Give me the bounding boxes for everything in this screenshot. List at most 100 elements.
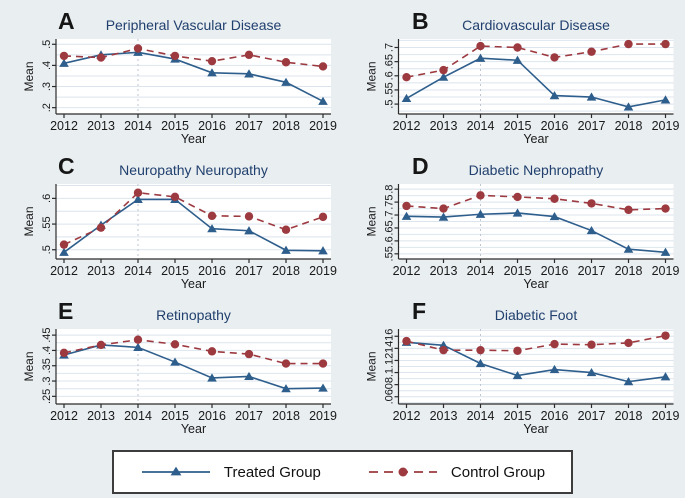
panel-letter-a: A	[58, 8, 76, 34]
svg-text:.45: .45	[41, 327, 53, 342]
svg-text:2014: 2014	[124, 119, 152, 133]
svg-text:2014: 2014	[124, 409, 152, 423]
svg-text:.7: .7	[384, 43, 396, 52]
svg-text:2018: 2018	[272, 409, 300, 423]
panel-title: Diabetic Foot	[495, 307, 578, 323]
svg-text:.8: .8	[384, 185, 396, 194]
svg-text:2015: 2015	[161, 264, 189, 278]
legend-item-control: Control Group	[367, 464, 545, 481]
panel-d: D .55.6.65.7.75.8 2012 2013 2014 2015 2016 201…	[342, 151, 685, 296]
chart-neuropathy: .5 .55 .6 2012 2013 2014 2015 2016 2017 2018 2019 Y…	[22, 162, 337, 291]
svg-text:2013: 2013	[87, 409, 115, 423]
y-axis-label: Mean	[365, 351, 379, 381]
series-control	[59, 44, 328, 71]
svg-text:2016: 2016	[198, 409, 226, 423]
svg-text:2016: 2016	[198, 119, 226, 133]
svg-text:2019: 2019	[309, 119, 337, 133]
plot-area	[56, 329, 331, 404]
svg-text:2019: 2019	[309, 264, 337, 278]
svg-text:2012: 2012	[393, 119, 421, 133]
svg-text:.65: .65	[384, 220, 396, 235]
svg-text:2016: 2016	[541, 264, 569, 278]
svg-text:.7: .7	[384, 210, 396, 219]
control-line-swatch	[368, 467, 437, 477]
panel-grid: A .2 .3 .4 .5 2012 2013 2014 2015 2016 2017 2018 20…	[0, 6, 685, 441]
panel-letter-d: D	[412, 153, 430, 179]
svg-text:2017: 2017	[235, 264, 263, 278]
svg-text:.6: .6	[41, 194, 53, 203]
svg-text:.35: .35	[41, 358, 53, 373]
series-control	[402, 191, 670, 215]
y-axis-label: Mean	[365, 61, 379, 91]
panel-f: F .06.08.1.12.14.16 2012 2013 2014 2015 2016 2…	[342, 296, 685, 441]
svg-text:2014: 2014	[124, 264, 152, 278]
svg-text:2016: 2016	[541, 119, 569, 133]
chart-diabetic-foot: .06.08.1.12.14.16 2012 2013 2014 2015 2016 201…	[365, 307, 680, 436]
svg-text:.6: .6	[384, 71, 396, 80]
svg-text:.16: .16	[384, 329, 396, 344]
y-axis-label: Mean	[22, 61, 36, 91]
svg-text:2017: 2017	[235, 409, 263, 423]
svg-text:2012: 2012	[393, 409, 421, 423]
svg-text:.6: .6	[384, 236, 396, 245]
svg-text:2013: 2013	[87, 264, 115, 278]
chart-retinopathy: .25 .3 .35 .4 .45 2012 2013 2014 2015 2016 2017 201…	[22, 307, 337, 436]
svg-text:2012: 2012	[50, 264, 78, 278]
panel-b: B .5 .55 .6 .65 .7 2012 2013 2014 2015 2016 2017 20…	[342, 6, 685, 151]
svg-text:.08: .08	[384, 377, 396, 392]
panel-letter-f: F	[412, 298, 427, 324]
plot-area	[56, 39, 331, 114]
svg-text:2015: 2015	[504, 409, 532, 423]
svg-text:2015: 2015	[161, 409, 189, 423]
panel-title: Peripheral Vascular Disease	[106, 17, 282, 33]
panel-title: Retinopathy	[156, 307, 231, 323]
series-treated	[401, 208, 671, 256]
svg-text:2016: 2016	[198, 264, 226, 278]
svg-text:2013: 2013	[430, 119, 458, 133]
x-axis-label: Year	[523, 277, 548, 291]
svg-text:.1: .1	[384, 368, 396, 377]
svg-text:2019: 2019	[652, 119, 680, 133]
svg-text:.3: .3	[41, 82, 53, 91]
legend-label-control: Control Group	[450, 463, 546, 481]
panel-letter-b: B	[412, 8, 430, 34]
y-axis-label: Mean	[22, 351, 36, 381]
legend-label-treated: Treated Group	[223, 463, 321, 481]
svg-text:2014: 2014	[467, 409, 495, 423]
svg-text:.75: .75	[384, 194, 396, 209]
svg-text:2015: 2015	[504, 264, 532, 278]
svg-text:2019: 2019	[652, 409, 680, 423]
svg-text:.25: .25	[41, 389, 53, 404]
panel-title: Diabetic Nephropathy	[469, 162, 604, 178]
svg-text:2017: 2017	[235, 119, 263, 133]
series-treated	[401, 53, 671, 111]
svg-text:.55: .55	[384, 82, 396, 97]
svg-text:.06: .06	[384, 389, 396, 404]
svg-text:2018: 2018	[272, 119, 300, 133]
series-control	[59, 188, 328, 249]
svg-text:.55: .55	[41, 216, 53, 231]
svg-text:2019: 2019	[309, 409, 337, 423]
svg-text:.5: .5	[41, 245, 53, 254]
svg-text:.2: .2	[41, 103, 53, 112]
y-axis-label: Mean	[22, 206, 36, 236]
chart-diabetic-nephropathy: .55.6.65.7.75.8 2012 2013 2014 2015 2016 2017 2…	[365, 162, 680, 291]
svg-text:2013: 2013	[430, 409, 458, 423]
svg-text:2015: 2015	[504, 119, 532, 133]
svg-text:.3: .3	[41, 376, 53, 385]
legend-item-treated: Treated Group	[140, 464, 321, 481]
svg-text:2014: 2014	[467, 264, 495, 278]
plot-area	[56, 184, 331, 259]
svg-text:2018: 2018	[615, 409, 643, 423]
legend: Treated Group Control Group	[111, 450, 574, 494]
svg-text:2014: 2014	[467, 119, 495, 133]
plot-area	[398, 39, 674, 114]
panel-c: C .5 .55 .6 2012 2013 2014 2015 2016 2017 2018 201…	[0, 151, 342, 296]
panel-letter-c: C	[58, 153, 76, 179]
x-axis-label: Year	[181, 422, 206, 436]
chart-peripheral-vascular-disease: .2 .3 .4 .5 2012 2013 2014 2015 2016 2017 2018 2019…	[22, 17, 337, 146]
svg-text:2012: 2012	[50, 119, 78, 133]
svg-text:2019: 2019	[652, 264, 680, 278]
x-axis-label: Year	[523, 132, 548, 146]
